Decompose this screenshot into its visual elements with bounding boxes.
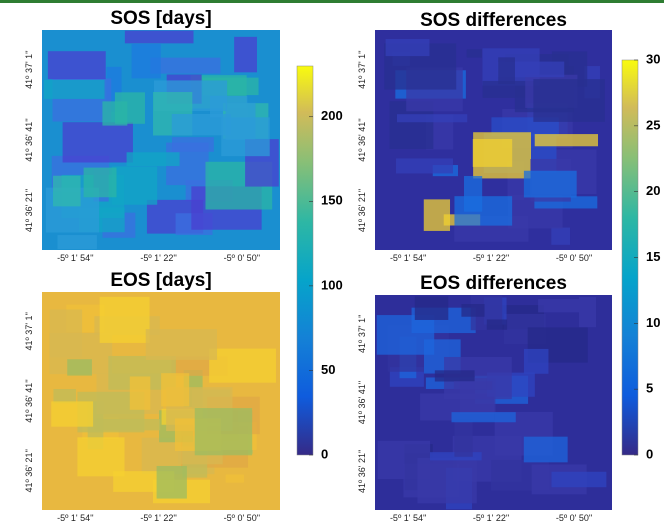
x-tick-label: -5º 1' 54'' [390, 253, 427, 263]
colorbar-tick-label: 0 [646, 446, 653, 461]
map-field [57, 235, 96, 249]
map-field [473, 132, 531, 178]
map-field [524, 171, 577, 198]
map-field [221, 117, 269, 156]
y-tick-label: 41º 36' 21'' [357, 188, 367, 232]
map-field [63, 122, 133, 162]
map-field [67, 359, 92, 375]
colorbar-tick-label: 50 [321, 362, 335, 377]
colorbar-tick-label: 15 [646, 249, 660, 264]
colorbar-tick-label: 10 [646, 315, 660, 330]
x-tick-label: -5º 1' 54'' [57, 253, 94, 263]
map-field [461, 304, 484, 317]
colorbar-tick-label: 100 [321, 277, 343, 292]
x-tick-label: -5º 0' 50'' [224, 513, 261, 523]
panel-title: SOS [days] [110, 8, 211, 29]
map-field [535, 134, 598, 146]
y-tick-label: 41º 36' 41'' [24, 118, 34, 162]
map-field [44, 80, 105, 99]
map-field [77, 437, 124, 476]
map-field [234, 37, 257, 73]
map-field [84, 168, 117, 198]
map-field [115, 92, 145, 123]
map-field [435, 370, 475, 381]
y-tick-label: 41º 36' 21'' [24, 188, 34, 232]
map-field [464, 176, 482, 212]
map-field [48, 51, 106, 79]
map-field [132, 44, 161, 78]
map-field [100, 297, 150, 343]
map-field [172, 137, 214, 152]
map-field [161, 373, 189, 406]
x-tick-label: -5º 1' 22'' [473, 513, 510, 523]
panel-title: EOS [days] [110, 270, 211, 291]
colorbar-tick-label: 150 [321, 193, 343, 208]
x-tick-label: -5º 1' 54'' [390, 513, 427, 523]
map-field [533, 79, 604, 122]
x-tick-label: -5º 1' 22'' [140, 513, 177, 523]
y-tick-label: 41º 37' 1'' [357, 50, 367, 89]
colorbar-tick-label: 20 [646, 183, 660, 198]
map-field [125, 31, 194, 44]
y-tick-label: 41º 37' 1'' [24, 312, 34, 351]
map-field [452, 412, 516, 422]
x-tick-label: -5º 1' 22'' [140, 253, 177, 263]
map-field [551, 472, 606, 487]
map-field [396, 158, 453, 173]
panel-title: SOS differences [420, 10, 567, 31]
map-field [127, 152, 180, 166]
map-field [209, 349, 276, 383]
colorbar [297, 66, 313, 455]
map-field [51, 401, 93, 426]
map-field [454, 196, 512, 225]
map-field [150, 58, 220, 74]
map-field [538, 299, 579, 312]
panel-title: EOS differences [420, 273, 567, 294]
map-field [415, 296, 449, 320]
y-tick-label: 41º 36' 41'' [24, 379, 34, 423]
y-tick-label: 41º 37' 1'' [357, 314, 367, 353]
colorbar-tick-label: 25 [646, 117, 660, 132]
y-tick-label: 41º 36' 21'' [24, 449, 34, 493]
x-tick-label: -5º 0' 50'' [556, 513, 593, 523]
colorbar-tick-label: 200 [321, 108, 343, 123]
map-field [50, 310, 82, 358]
map-field [386, 39, 430, 56]
map-field [195, 408, 252, 455]
map-field [551, 228, 570, 245]
map-field [226, 475, 244, 483]
map-field [579, 297, 596, 327]
map-field [417, 458, 476, 503]
map-field [95, 419, 160, 430]
x-tick-label: -5º 0' 50'' [556, 253, 593, 263]
map-field [157, 466, 187, 499]
map-field [130, 376, 150, 409]
y-tick-label: 41º 36' 41'' [357, 380, 367, 424]
figure: SOS [days] -5º 1' 54'' -5º 1' 22'' -5º 0' 5… [0, 0, 664, 523]
map-field [454, 419, 472, 457]
map-field [467, 49, 482, 57]
map-field [524, 437, 568, 463]
map-field [53, 176, 81, 207]
map-field [487, 319, 507, 329]
x-tick-label: -5º 1' 22'' [473, 253, 510, 263]
map-field [397, 114, 467, 122]
map-field [53, 389, 76, 403]
map-field [454, 381, 492, 389]
colorbar-tick-label: 5 [646, 381, 653, 396]
map-field [498, 57, 515, 84]
y-tick-label: 41º 36' 21'' [357, 449, 367, 493]
x-tick-label: -5º 1' 54'' [57, 513, 94, 523]
colorbar-tick-label: 30 [646, 51, 660, 66]
x-tick-label: -5º 0' 50'' [224, 253, 261, 263]
top-border [0, 0, 664, 3]
map-field [146, 329, 217, 360]
colorbar-tick-label: 0 [321, 446, 328, 461]
map-field [112, 166, 157, 204]
map-field [424, 199, 450, 231]
y-tick-label: 41º 36' 41'' [357, 118, 367, 162]
map-field [524, 349, 548, 374]
y-tick-label: 41º 37' 1'' [24, 50, 34, 89]
